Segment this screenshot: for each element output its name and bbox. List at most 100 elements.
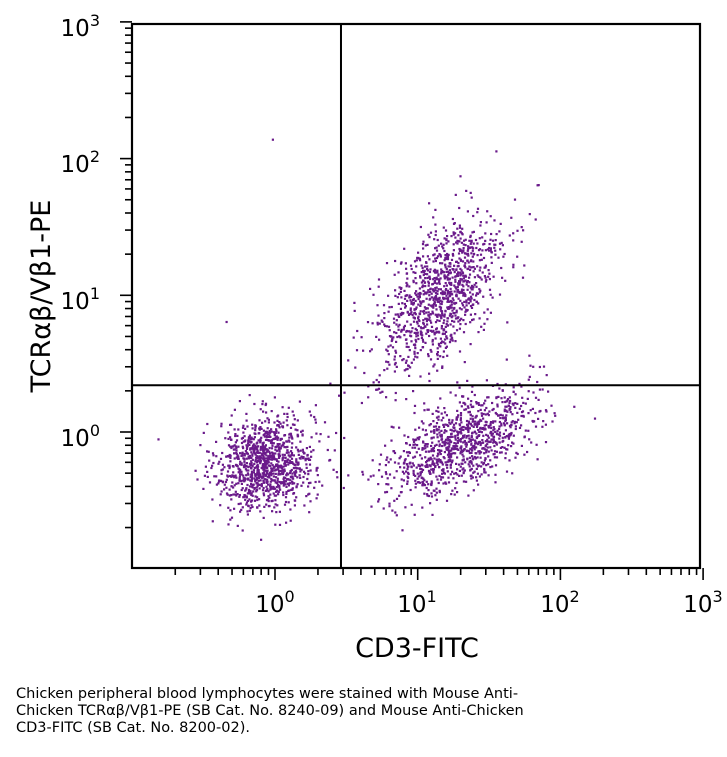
event-point-pop-0 [243, 454, 246, 457]
event-point-pop-2 [435, 409, 438, 413]
event-point-pop-0 [267, 439, 270, 442]
event-point-pop-1 [399, 290, 402, 293]
event-point-pop-2 [377, 498, 381, 501]
event-point-pop-1 [462, 249, 465, 252]
event-point-pop-2 [534, 396, 538, 399]
event-point-pop-1 [450, 333, 453, 336]
event-point-pop-2 [450, 461, 454, 464]
event-point-pop-0 [245, 419, 248, 422]
event-point-pop-1 [400, 330, 403, 333]
event-point-pop-0 [251, 454, 254, 457]
event-point-pop-2 [470, 438, 473, 441]
event-point-pop-0 [289, 508, 292, 511]
event-point-pop-0 [261, 445, 264, 448]
event-point-pop-2 [475, 476, 478, 479]
event-point-pop-2 [426, 494, 429, 497]
event-point-pop-0 [241, 529, 244, 532]
event-point-pop-1 [378, 338, 381, 341]
event-point-pop-2 [501, 436, 504, 439]
event-point-pop-2 [508, 459, 511, 462]
event-point-pop-0 [283, 503, 287, 506]
event-point-pop-1 [397, 271, 400, 274]
event-point-pop-0 [286, 459, 289, 462]
event-point-pop-0 [251, 427, 254, 430]
event-point-pop-0 [211, 464, 214, 467]
event-point-pop-1 [441, 332, 444, 336]
event-point-pop-2 [476, 472, 479, 475]
event-point-pop-1 [377, 387, 381, 390]
event-point-pop-2 [523, 453, 526, 456]
event-point-pop-1 [458, 350, 462, 353]
event-point-pop-0 [279, 473, 282, 476]
event-point-pop-1 [422, 273, 425, 277]
event-point-pop-0 [256, 451, 259, 454]
event-point-pop-0 [283, 434, 287, 437]
event-point-pop-0 [263, 478, 267, 481]
event-point-pop-0 [245, 503, 248, 506]
event-point-pop-2 [496, 382, 499, 386]
event-point-pop-1 [343, 391, 346, 394]
event-point-pop-1 [414, 347, 417, 350]
event-point-pop-0 [270, 454, 273, 457]
event-point-pop-1 [443, 259, 446, 262]
event-point-pop-1 [438, 253, 441, 256]
event-point-pop-0 [291, 442, 294, 445]
event-point-pop-0 [310, 455, 313, 458]
event-point-pop-0 [275, 486, 278, 489]
event-point-pop-0 [282, 484, 285, 487]
event-point-pop-1 [414, 271, 417, 274]
event-point-pop-0 [287, 451, 290, 454]
event-point-pop-2 [414, 474, 417, 477]
event-point-pop-1 [432, 365, 435, 368]
event-point-pop-2 [481, 404, 484, 407]
event-point-pop-2 [473, 446, 476, 449]
event-point-pop-1 [489, 215, 492, 218]
event-point-pop-2 [508, 396, 511, 399]
event-point-pop-2 [479, 456, 482, 459]
event-point-pop-0 [314, 480, 317, 484]
event-point-pop-1 [456, 290, 459, 293]
event-point-pop-2 [432, 420, 435, 423]
event-point-pop-1 [459, 299, 462, 302]
event-point-pop-0 [294, 428, 297, 431]
event-point-pop-0 [265, 454, 268, 457]
event-point-pop-1 [425, 307, 428, 310]
event-point-pop-2 [424, 450, 428, 453]
event-point-pop-2 [453, 442, 456, 445]
event-point-pop-1 [483, 266, 486, 269]
event-point-pop-1 [405, 338, 408, 341]
event-point-pop-0 [288, 440, 291, 443]
event-point-pop-0 [292, 414, 295, 417]
event-point-pop-1 [510, 216, 513, 219]
event-point-pop-0 [267, 483, 270, 486]
event-point-pop-2 [503, 424, 506, 427]
event-point-pop-2 [393, 476, 396, 479]
event-point-pop-0 [343, 436, 346, 440]
event-point-pop-0 [225, 486, 228, 489]
event-point-outlier [157, 438, 160, 441]
event-point-pop-1 [432, 306, 435, 309]
event-point-pop-0 [229, 445, 232, 448]
event-point-pop-1 [464, 294, 467, 298]
event-point-pop-0 [259, 510, 262, 513]
event-point-pop-2 [437, 406, 440, 409]
event-point-pop-1 [441, 290, 444, 293]
event-point-pop-1 [460, 269, 463, 272]
event-point-pop-2 [496, 405, 499, 408]
event-point-pop-1 [419, 326, 422, 329]
event-point-pop-1 [372, 381, 375, 384]
event-point-pop-0 [217, 480, 221, 483]
event-point-pop-2 [520, 424, 523, 427]
event-point-pop-1 [458, 327, 461, 330]
event-point-pop-1 [481, 271, 484, 274]
event-point-pop-0 [251, 464, 254, 467]
event-point-pop-1 [456, 289, 459, 292]
event-point-pop-1 [437, 274, 440, 277]
event-point-pop-1 [399, 312, 402, 315]
event-point-pop-1 [445, 345, 448, 348]
event-point-pop-0 [235, 476, 238, 479]
event-point-pop-0 [270, 440, 273, 443]
event-point-pop-2 [472, 489, 475, 492]
event-point-pop-0 [242, 431, 245, 434]
event-point-pop-0 [283, 462, 286, 465]
